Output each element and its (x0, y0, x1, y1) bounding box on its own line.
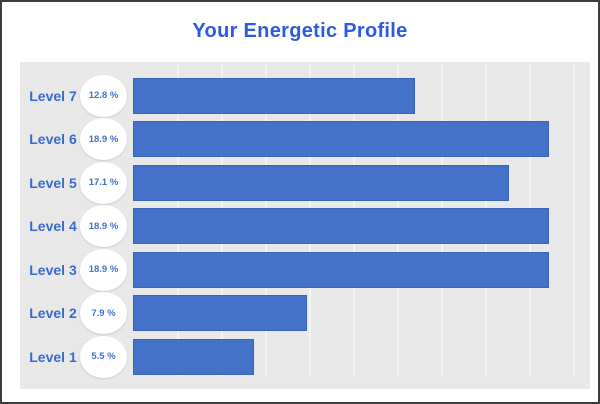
level-label: Level 1 (29, 348, 77, 365)
chart-row: Level 4 18.9 % (20, 205, 590, 248)
level-label: Level 5 (29, 174, 77, 191)
percent-badge: 12.8 % (80, 74, 127, 117)
percent-badge: 18.9 % (80, 248, 127, 291)
bar (133, 121, 549, 158)
level-label: Level 2 (29, 305, 77, 322)
level-label: Level 7 (29, 87, 77, 104)
level-label: Level 4 (29, 218, 77, 235)
bar (133, 77, 415, 114)
chart-row: Level 7 12.8 % (20, 74, 590, 117)
level-label: Level 6 (29, 131, 77, 148)
bar (133, 208, 549, 245)
chart-row: Level 3 18.9 % (20, 248, 590, 291)
chart-row: Level 2 7.9 % (20, 292, 590, 335)
chart-row: Level 5 17.1 % (20, 161, 590, 204)
chart-title: Your Energetic Profile (192, 20, 408, 42)
chart-row: Level 6 18.9 % (20, 118, 590, 161)
percent-badge: 7.9 % (80, 292, 127, 335)
bar (133, 338, 254, 375)
bar-chart: Level 7 12.8 % Level 6 18.9 % Level 5 17.1 % L… (20, 62, 590, 389)
percent-badge: 5.5 % (80, 335, 127, 378)
percent-badge: 17.1 % (80, 161, 127, 204)
percent-badge: 18.9 % (80, 118, 127, 161)
bar (133, 295, 307, 332)
chart-row: Level 1 5.5 % (20, 335, 590, 378)
bar (133, 251, 549, 288)
level-label: Level 3 (29, 261, 77, 278)
gridline (573, 64, 575, 376)
percent-badge: 18.9 % (80, 205, 127, 248)
bar (133, 164, 510, 201)
